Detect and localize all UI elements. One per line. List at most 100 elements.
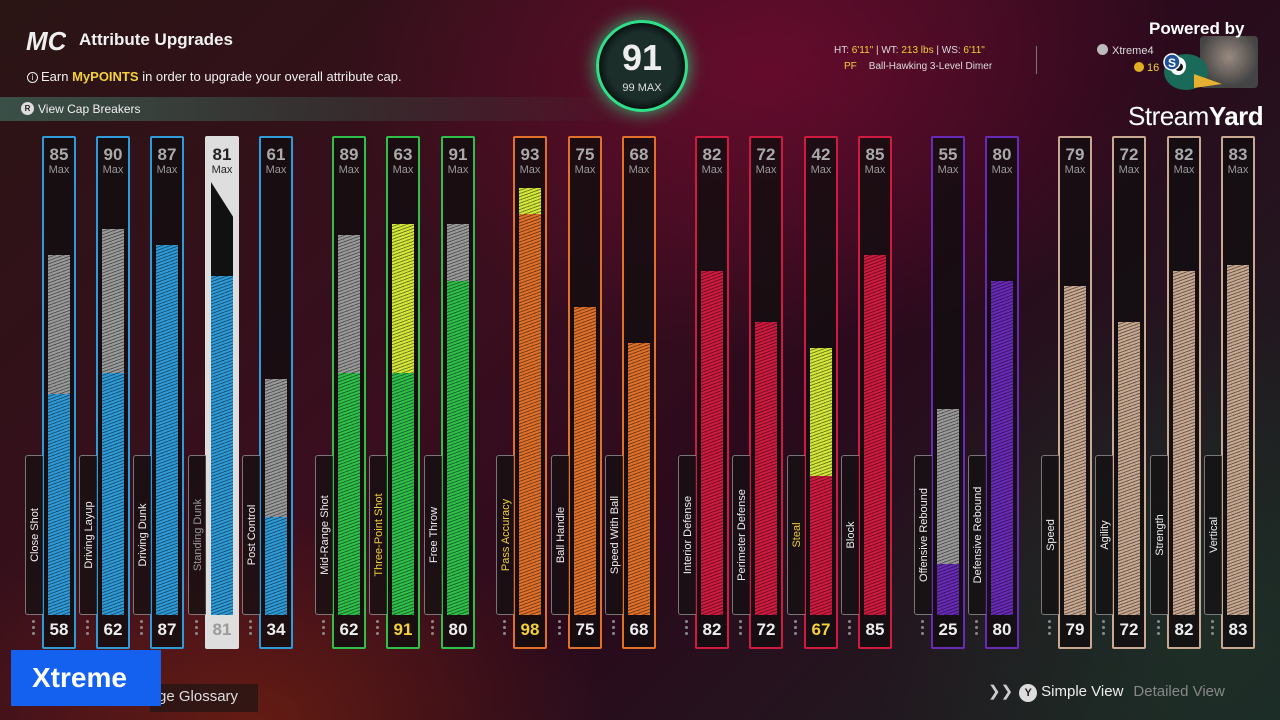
attribute-column-vertical[interactable]: 83 Max 83 [1221, 136, 1255, 649]
attribute-column-block[interactable]: 85 Max 85 [858, 136, 892, 649]
y-button-icon: Y [1019, 684, 1038, 702]
drag-dots-icon [86, 620, 89, 638]
attribute-track [48, 182, 70, 615]
glossary-button[interactable]: ge Glossary [150, 684, 258, 712]
attribute-current: 85 [865, 620, 885, 639]
gamertag: Xtreme4 [1097, 44, 1154, 57]
simple-view-button[interactable]: Simple View [1041, 683, 1124, 700]
attribute-column-free-throw[interactable]: 91 Max 80 [441, 136, 475, 649]
attribute-column-driving-layup[interactable]: 90 Max 62 [96, 136, 130, 649]
attribute-label-tab: Agility [1095, 455, 1113, 615]
attribute-name: Block [844, 521, 857, 549]
attribute-column-speed-with-ball[interactable]: 68 Max 68 [622, 136, 656, 649]
attribute-current: 68 [629, 620, 649, 639]
r-button-icon: R [21, 102, 34, 115]
attribute-column-three-point-shot[interactable]: 63 Max 91 [386, 136, 420, 649]
attribute-name: Strength [1153, 514, 1166, 556]
max-label: Max [102, 164, 124, 176]
attribute-column-pass-accuracy[interactable]: 93 Max 98 [513, 136, 547, 649]
attribute-name: Steal [790, 522, 803, 548]
attribute-track [519, 182, 541, 615]
attribute-current: 62 [103, 620, 123, 639]
attribute-cap: 85 [49, 145, 69, 164]
attribute-track [338, 182, 360, 615]
detailed-view-button[interactable]: Detailed View [1133, 683, 1225, 700]
attribute-track [701, 182, 723, 615]
attribute-column-ball-handle[interactable]: 75 Max 75 [568, 136, 602, 649]
potential-bar [937, 409, 959, 564]
attribute-cap: 68 [629, 145, 649, 164]
powered-by-label: Powered by [1149, 19, 1245, 38]
attribute-cap: 80 [992, 145, 1012, 164]
attribute-current: 87 [157, 620, 177, 639]
attribute-label-tab: Perimeter Defense [732, 455, 750, 615]
attribute-current: 81 [212, 620, 232, 639]
max-label: Max [1118, 164, 1140, 176]
attribute-current: 75 [575, 620, 595, 639]
attribute-label-tab: Ball Handle [551, 455, 569, 615]
attribute-column-offensive-rebound[interactable]: 55 Max 25 [931, 136, 965, 649]
attribute-column-interior-defense[interactable]: 82 Max 82 [695, 136, 729, 649]
attribute-cap: 83 [1228, 145, 1248, 164]
current-bar [156, 244, 178, 615]
attribute-name: Pass Accuracy [499, 498, 512, 572]
max-label: Max [574, 164, 596, 176]
current-bar [701, 270, 723, 615]
attribute-name: Ball Handle [554, 506, 567, 564]
attribute-column-post-control[interactable]: 61 Max 34 [259, 136, 293, 649]
coin-value: 16 [1147, 62, 1160, 74]
view-cap-breakers-button[interactable]: R View Cap Breakers [0, 97, 640, 121]
wingspan-value: 6'11" [963, 45, 985, 56]
attribute-label-tab: Strength [1150, 455, 1168, 615]
attribute-column-mid-range-shot[interactable]: 89 Max 62 [332, 136, 366, 649]
attribute-name: Free Throw [427, 506, 440, 564]
attribute-cap: 72 [756, 145, 776, 164]
attribute-cap: 82 [702, 145, 722, 164]
attribute-column-agility[interactable]: 72 Max 72 [1112, 136, 1146, 649]
max-label: Max [1064, 164, 1086, 176]
attribute-track [447, 182, 469, 615]
attribute-cap: 90 [103, 145, 123, 164]
attribute-name: Speed [1044, 519, 1057, 551]
svg-text:S: S [1168, 56, 1176, 70]
max-label: Max [156, 164, 178, 176]
attribute-name: Close Shot [28, 508, 41, 562]
max-label: Max [211, 164, 233, 176]
streamer-name: Xtreme [32, 662, 127, 693]
attribute-column-strength[interactable]: 82 Max 82 [1167, 136, 1201, 649]
attribute-label-tab: Speed [1041, 455, 1059, 615]
attribute-column-driving-dunk[interactable]: 87 Max 87 [150, 136, 184, 649]
attribute-column-defensive-rebound[interactable]: 80 Max 80 [985, 136, 1019, 649]
attribute-label-tab: Standing Dunk [188, 455, 206, 615]
attribute-track [1227, 182, 1249, 615]
attribute-name: Speed With Ball [608, 495, 621, 575]
drag-dots-icon [921, 620, 924, 638]
max-label: Max [864, 164, 886, 176]
ht-label: HT: [834, 45, 849, 56]
streamyard-b: Yard [1208, 101, 1264, 131]
potential-bar [810, 347, 832, 477]
player-build: PF Ball-Hawking 3-Level Dimer [844, 61, 992, 72]
attribute-name: Vertical [1207, 516, 1220, 554]
current-bar [991, 280, 1013, 615]
max-label: Max [755, 164, 777, 176]
attribute-column-close-shot[interactable]: 85 Max 58 [42, 136, 76, 649]
potential-bar [519, 188, 541, 214]
current-bar [1064, 285, 1086, 615]
attribute-current: 62 [339, 620, 359, 639]
current-bar [338, 373, 360, 615]
attribute-column-speed[interactable]: 79 Max 79 [1058, 136, 1092, 649]
attribute-name: Agility [1098, 520, 1111, 550]
attribute-column-standing-dunk[interactable]: 81 Max 81 [205, 136, 239, 649]
attribute-cap: 82 [1174, 145, 1194, 164]
glossary-label: ge Glossary [158, 688, 239, 705]
attribute-name: Mid-Range Shot [318, 495, 331, 575]
drag-dots-icon [1102, 620, 1105, 638]
attribute-current: 80 [448, 620, 468, 639]
attribute-cap: 87 [157, 145, 177, 164]
attribute-current: 72 [756, 620, 776, 639]
attribute-cap: 81 [212, 145, 232, 164]
attribute-track [755, 182, 777, 615]
attribute-column-steal[interactable]: 42 Max 67 [804, 136, 838, 649]
attribute-column-perimeter-defense[interactable]: 72 Max 72 [749, 136, 783, 649]
